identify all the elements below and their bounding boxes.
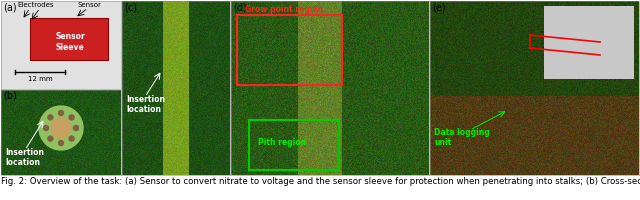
Circle shape bbox=[58, 140, 63, 146]
Bar bbox=[122, 1, 230, 175]
Bar bbox=[1, 1, 121, 89]
Text: 12 mm: 12 mm bbox=[28, 76, 52, 82]
Text: Pith region: Pith region bbox=[258, 138, 306, 147]
Circle shape bbox=[44, 126, 49, 130]
Text: (b): (b) bbox=[3, 91, 17, 101]
Bar bbox=[430, 1, 639, 175]
Circle shape bbox=[74, 126, 79, 130]
Text: Insertion
location: Insertion location bbox=[5, 148, 44, 167]
Bar bbox=[1, 90, 121, 175]
Text: (a): (a) bbox=[3, 2, 17, 12]
Text: (c): (c) bbox=[124, 2, 137, 12]
Bar bbox=[249, 120, 339, 170]
Text: Grow point region: Grow point region bbox=[245, 5, 323, 14]
Text: Sensor: Sensor bbox=[78, 2, 102, 8]
Bar bbox=[30, 18, 108, 60]
Circle shape bbox=[69, 115, 74, 120]
Circle shape bbox=[51, 118, 71, 138]
Circle shape bbox=[48, 136, 53, 141]
Text: Data logging
unit: Data logging unit bbox=[434, 128, 490, 147]
Text: Fig. 2: Overview of the task: (a) Sensor to convert nitrate to voltage and the s: Fig. 2: Overview of the task: (a) Sensor… bbox=[1, 177, 640, 186]
Circle shape bbox=[69, 136, 74, 141]
Text: Sensor
Sleeve: Sensor Sleeve bbox=[55, 32, 85, 52]
Text: (e): (e) bbox=[432, 2, 445, 12]
Text: (d): (d) bbox=[233, 2, 247, 12]
Bar bbox=[237, 15, 342, 85]
Circle shape bbox=[48, 115, 53, 120]
Circle shape bbox=[58, 110, 63, 116]
Circle shape bbox=[39, 106, 83, 150]
Text: Insertion
location: Insertion location bbox=[126, 95, 165, 114]
Bar bbox=[231, 1, 429, 175]
Text: Electrodes: Electrodes bbox=[17, 2, 54, 8]
